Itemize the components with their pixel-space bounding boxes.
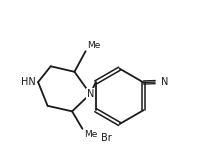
Text: Br: Br <box>101 133 111 143</box>
Text: Me: Me <box>87 41 101 50</box>
Text: N: N <box>87 89 94 99</box>
Text: Me: Me <box>84 130 97 139</box>
Text: HN: HN <box>21 77 36 87</box>
Text: N: N <box>162 77 169 87</box>
